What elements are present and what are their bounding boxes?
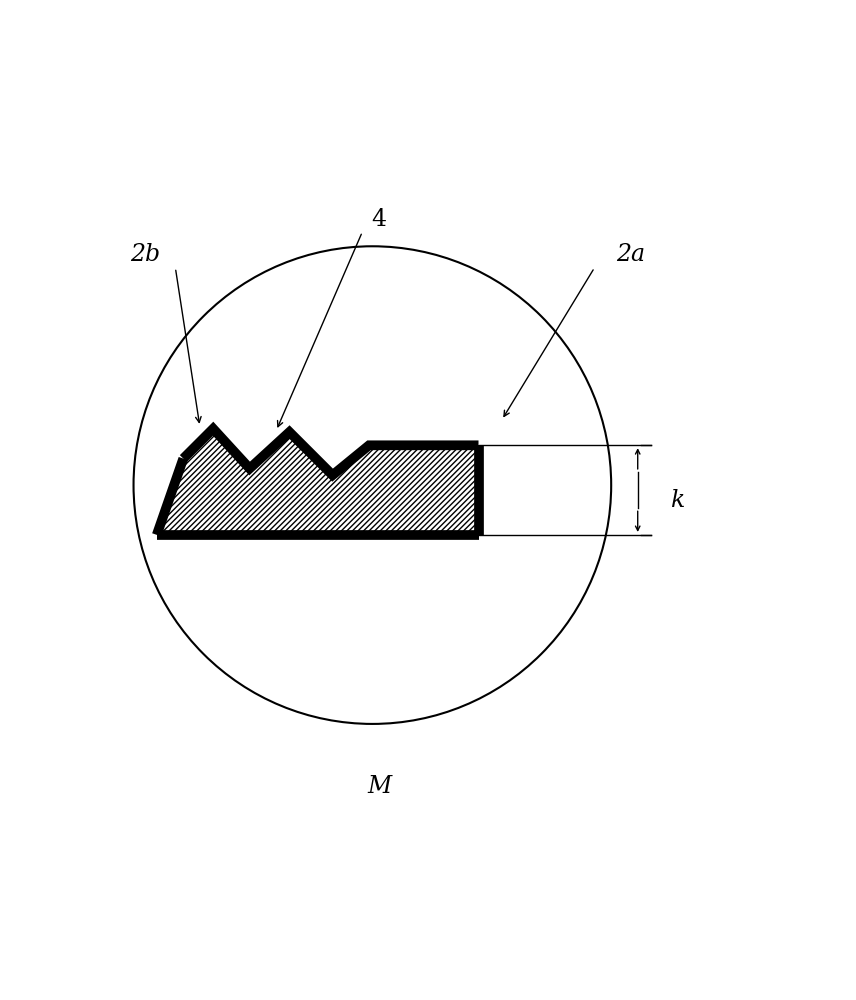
Polygon shape — [157, 429, 479, 535]
Text: M: M — [367, 775, 391, 798]
Text: 2b: 2b — [130, 243, 161, 266]
Text: 4: 4 — [372, 208, 387, 231]
Text: 2a: 2a — [616, 243, 645, 266]
Text: k: k — [670, 489, 685, 512]
